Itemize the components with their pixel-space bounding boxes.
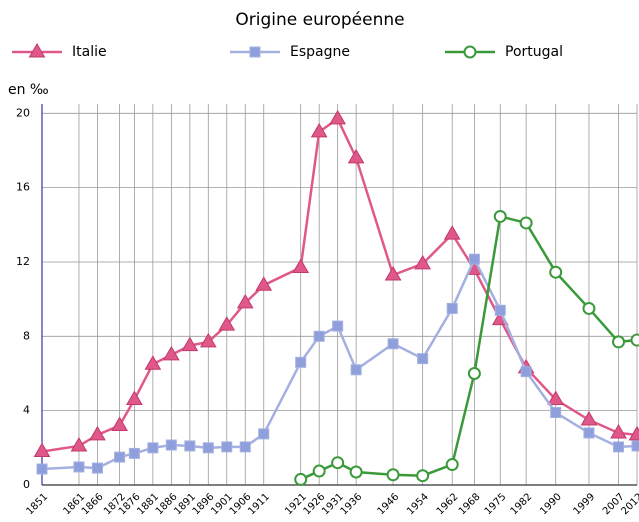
point xyxy=(610,423,627,439)
point xyxy=(613,441,625,453)
point xyxy=(221,441,233,453)
point xyxy=(386,468,400,482)
point xyxy=(36,463,48,475)
series-line xyxy=(41,256,638,471)
x-tick-label: 1999 xyxy=(571,491,597,517)
point xyxy=(350,364,362,376)
point xyxy=(349,465,363,479)
point xyxy=(162,345,180,361)
legend-label: Italie xyxy=(72,44,107,60)
x-tick-label: 1962 xyxy=(435,491,461,517)
point xyxy=(384,265,402,281)
point xyxy=(199,332,217,348)
point xyxy=(114,451,126,463)
legend-marker xyxy=(28,42,46,58)
point xyxy=(236,293,254,309)
x-tick-label: 1968 xyxy=(457,491,483,517)
y-tick-label: 12 xyxy=(16,255,30,268)
point xyxy=(310,122,328,138)
point xyxy=(313,330,325,342)
x-tick-label: 1866 xyxy=(80,491,106,517)
point xyxy=(612,335,626,349)
x-tick-label: 1990 xyxy=(538,491,564,517)
point xyxy=(165,439,177,451)
point xyxy=(414,254,432,270)
point xyxy=(312,464,326,478)
point xyxy=(111,416,128,432)
y-tick-label: 4 xyxy=(23,404,30,417)
legend-label: Espagne xyxy=(290,44,350,60)
x-tick-label: 1975 xyxy=(483,491,509,517)
point xyxy=(494,304,506,316)
point xyxy=(70,436,88,452)
point xyxy=(387,338,399,350)
point xyxy=(582,301,596,315)
point xyxy=(550,407,562,419)
point xyxy=(580,410,598,426)
point xyxy=(184,440,196,452)
y-tick-label: 20 xyxy=(16,106,30,119)
point xyxy=(147,442,159,454)
point xyxy=(89,425,106,441)
point xyxy=(294,472,308,486)
point xyxy=(126,390,143,406)
point xyxy=(583,427,595,439)
point xyxy=(446,302,458,314)
x-tick-label: 1982 xyxy=(509,491,535,517)
x-tick-label: 1911 xyxy=(246,491,272,517)
point xyxy=(630,333,639,347)
point xyxy=(519,216,533,230)
series-line xyxy=(300,214,638,481)
point xyxy=(493,209,507,223)
point xyxy=(91,462,103,474)
x-tick-label: 1954 xyxy=(405,491,431,517)
chart-title: Origine européenne xyxy=(235,10,404,30)
point xyxy=(292,258,310,274)
y-tick-label: 16 xyxy=(16,181,30,194)
point xyxy=(144,355,162,370)
y-tick-label: 8 xyxy=(23,329,30,342)
point xyxy=(295,356,307,368)
point xyxy=(468,253,480,265)
point xyxy=(73,461,85,473)
legend-label: Portugal xyxy=(505,44,563,60)
point xyxy=(443,225,461,240)
y-tick-label: 0 xyxy=(23,478,30,491)
point xyxy=(631,440,639,452)
point xyxy=(329,109,347,125)
point xyxy=(416,469,430,483)
point xyxy=(255,276,273,291)
y-axis-label: en ‰ xyxy=(8,82,49,98)
point xyxy=(417,353,429,365)
point xyxy=(331,456,345,470)
point xyxy=(445,458,459,472)
point xyxy=(128,447,140,459)
point xyxy=(467,366,481,380)
legend-marker xyxy=(249,46,261,58)
point xyxy=(549,265,563,279)
point xyxy=(547,390,565,406)
point xyxy=(218,316,236,331)
point xyxy=(258,428,270,440)
x-tick-label: 1851 xyxy=(24,491,50,517)
x-tick-label: 1946 xyxy=(376,491,402,517)
point xyxy=(332,320,344,332)
point xyxy=(628,425,639,441)
point xyxy=(347,148,365,164)
legend-marker xyxy=(463,45,477,59)
point xyxy=(181,336,199,352)
point xyxy=(33,442,51,458)
x-tick-label: 1936 xyxy=(339,491,365,517)
point xyxy=(239,441,251,453)
point xyxy=(202,442,214,454)
point xyxy=(520,366,532,378)
